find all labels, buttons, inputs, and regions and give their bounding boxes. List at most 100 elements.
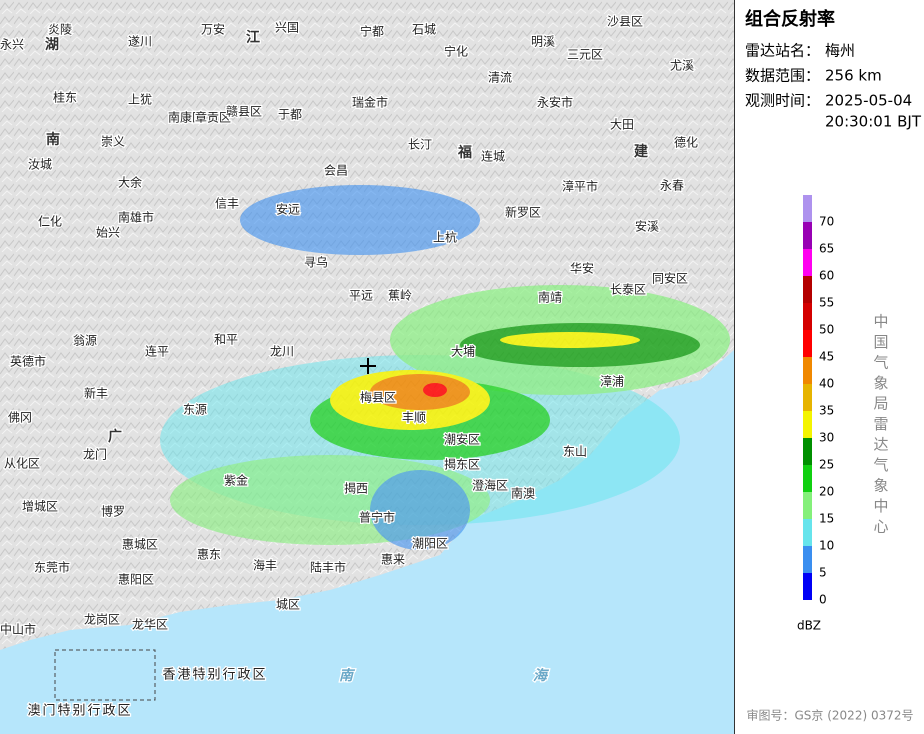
place-label: 长泰区	[610, 283, 646, 297]
place-label: 永安市	[537, 95, 573, 110]
place-label: 佛冈	[8, 411, 32, 425]
region-label: 湖	[45, 37, 59, 53]
time-label: 观测时间：	[745, 92, 820, 110]
place-label: 南澳	[511, 486, 535, 501]
place-label: 大埔	[451, 345, 475, 359]
credit-char: 象	[873, 374, 888, 392]
region-label: 广	[108, 428, 122, 445]
place-label: 汝城	[28, 158, 52, 172]
place-label: 惠来	[381, 553, 405, 567]
panel-title: 组合反射率	[745, 8, 835, 30]
place-label: 南雄市	[118, 210, 154, 225]
place-label: 章贡区	[195, 110, 231, 125]
place-label: 大余	[118, 175, 142, 190]
legend-label: 25	[819, 458, 834, 472]
radar-site	[360, 358, 376, 374]
time-date: 2025-05-04	[825, 92, 912, 110]
legend-swatch	[803, 249, 812, 276]
place-label: 翁源	[73, 334, 97, 348]
place-label: 仁化	[38, 215, 62, 229]
place-label: 陆丰市	[310, 560, 346, 575]
place-label: 永春	[660, 179, 684, 193]
approval-number: 审图号：GS京 (2022) 0372号	[747, 708, 914, 723]
place-label: 上犹	[128, 93, 152, 107]
place-label: 漳平市	[562, 179, 598, 194]
radar-echo	[160, 185, 730, 550]
divider	[734, 0, 735, 734]
place-label: 崇义	[101, 135, 125, 149]
place-label: 安溪	[635, 219, 659, 234]
place-label: 炎陵	[48, 23, 72, 37]
place-label: 中山市	[0, 622, 36, 637]
credit-char: 国	[873, 333, 888, 351]
sar-boundary	[54, 649, 156, 701]
place-label: 新丰	[84, 386, 108, 401]
place-label: 尤溪	[670, 59, 694, 73]
place-label: 南靖	[538, 290, 562, 305]
place-label: 博罗	[101, 504, 125, 519]
place-label: 香港特别行政区	[162, 668, 267, 683]
place-label: 大田	[610, 118, 634, 132]
legend-swatch	[803, 492, 812, 519]
legend-swatch	[803, 546, 812, 573]
place-label: 澳门特别行政区	[27, 703, 132, 719]
legend-label: 5	[819, 566, 827, 580]
legend-label: 65	[819, 242, 834, 256]
place-label: 东源	[183, 403, 207, 417]
legend-swatch	[803, 222, 812, 249]
legend-label: 45	[819, 350, 834, 364]
place-label: 安远	[276, 202, 300, 217]
place-label: 蕉岭	[388, 289, 412, 303]
credit-char: 达	[873, 436, 888, 454]
range-value: 256 km	[825, 67, 882, 85]
place-label: 会昌	[324, 164, 348, 178]
legend-swatch	[803, 411, 812, 438]
place-label: 信丰	[215, 197, 239, 211]
place-label: 赣县区	[226, 105, 262, 119]
legend-unit: dBZ	[797, 619, 821, 633]
legend-label: 40	[819, 377, 834, 391]
place-label: 瑞金市	[352, 95, 388, 110]
legend-label: 15	[819, 512, 834, 526]
time-clock: 20:30:01 BJT	[825, 113, 922, 131]
place-label: 龙岗区	[84, 613, 120, 627]
place-label: 潮阳区	[412, 536, 448, 551]
place-label: 增城区	[22, 500, 58, 514]
place-label: 紫金	[224, 473, 248, 488]
place-label: 揭东区	[444, 457, 480, 472]
legend-label: 10	[819, 539, 834, 553]
place-label: 连平	[145, 344, 169, 359]
place-label: 桂东	[53, 90, 77, 105]
place-label: 宁都	[360, 24, 384, 39]
place-label: 新罗区	[505, 205, 541, 220]
legend-label: 60	[819, 269, 834, 283]
place-label: 南康区	[168, 110, 204, 125]
place-label: 龙华区	[132, 618, 168, 632]
place-label: 宁化	[444, 44, 468, 59]
place-label: 永兴	[0, 38, 24, 52]
place-label: 潮安区	[444, 432, 480, 447]
legend-label: 35	[819, 404, 834, 418]
place-label: 惠城区	[122, 538, 158, 552]
legend-swatch	[803, 384, 812, 411]
legend-label: 50	[819, 323, 834, 337]
place-label: 惠阳区	[118, 573, 154, 587]
place-label: 石城	[412, 23, 436, 37]
region-label: 福	[457, 144, 472, 161]
place-label: 东山	[563, 445, 587, 459]
region-label: 南	[46, 131, 60, 148]
info-panel: 组合反射率 雷达站名： 梅州 数据范围： 256 km 观测时间： 2025-0…	[745, 8, 922, 723]
place-label: 始兴	[96, 226, 120, 240]
legend-swatch	[803, 276, 812, 303]
place-label: 和平	[214, 333, 238, 347]
legend-label: 70	[819, 215, 834, 229]
place-label: 漳浦	[600, 374, 624, 389]
sea	[0, 350, 734, 734]
legend-label: 0	[819, 593, 827, 607]
credit-char: 气	[873, 456, 888, 474]
place-label: 海丰	[253, 558, 277, 573]
legend-swatch	[803, 195, 812, 222]
place-label: 清流	[488, 71, 512, 85]
